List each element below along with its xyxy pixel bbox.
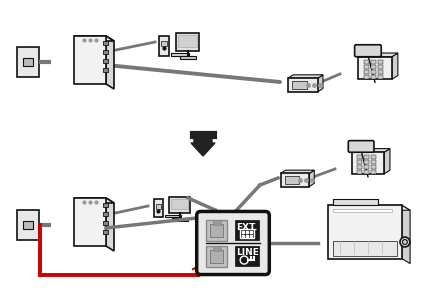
Bar [23,58,33,66]
Bar [371,75,377,79]
Bar [371,70,377,74]
Polygon shape [318,75,323,92]
Polygon shape [384,148,390,174]
Bar [103,59,108,63]
Bar [206,220,227,241]
Bar [358,57,392,79]
Bar [379,75,383,79]
Bar [371,160,377,164]
Bar [74,198,106,246]
Bar [103,203,108,207]
FancyBboxPatch shape [354,45,381,57]
Bar [74,36,106,84]
Polygon shape [392,53,398,79]
Polygon shape [352,148,390,152]
Bar [172,218,188,221]
Polygon shape [280,170,314,173]
Bar [210,224,223,237]
Polygon shape [309,170,314,187]
Bar [371,155,377,159]
Bar [103,68,108,72]
Bar [17,210,39,240]
Polygon shape [74,36,114,41]
Bar [210,250,223,263]
Bar [371,60,377,64]
Polygon shape [74,198,114,203]
Bar [285,176,299,184]
Bar [352,152,384,174]
Text: LINE: LINE [236,248,258,257]
Bar [365,65,369,69]
Bar [379,70,383,74]
Bar [371,65,377,69]
Bar [357,155,363,159]
Bar [103,212,108,216]
Bar [357,160,363,164]
Bar [328,205,402,259]
Bar [333,209,392,212]
Bar [240,229,254,238]
Bar [333,241,397,256]
Polygon shape [106,36,114,89]
Bar [288,78,318,92]
Circle shape [402,239,407,244]
Bar [365,75,369,79]
Polygon shape [328,205,410,210]
Bar [379,60,383,64]
Bar [365,165,369,169]
Bar [103,50,108,54]
Bar [333,199,378,205]
Bar [156,204,161,209]
Bar [180,56,196,59]
Bar [103,41,108,45]
Bar [365,170,369,174]
Bar [365,70,369,74]
Bar [292,81,307,89]
Bar [103,230,108,234]
Polygon shape [402,205,410,264]
Bar [171,53,190,56]
Bar [357,165,363,169]
Bar [154,199,163,217]
Polygon shape [288,75,323,78]
FancyBboxPatch shape [348,141,374,152]
Bar [357,170,363,174]
Bar [169,196,190,214]
Text: EXT.: EXT. [236,223,258,232]
Bar [23,221,33,229]
Bar [171,199,188,209]
Bar [212,220,221,226]
Bar [235,246,259,266]
Bar [161,40,167,46]
Polygon shape [358,53,398,57]
Bar [165,215,181,217]
Bar [235,220,259,240]
Bar [365,155,369,159]
Polygon shape [106,198,114,251]
Bar [159,35,169,56]
Bar [176,33,199,51]
Bar [280,173,309,187]
FancyBboxPatch shape [197,212,269,274]
Bar [17,47,39,77]
Bar [371,165,377,169]
Bar [379,65,383,69]
Circle shape [400,237,410,247]
Bar [365,60,369,64]
Bar [365,160,369,164]
Bar [212,246,221,251]
Bar [178,34,198,47]
Bar [371,170,377,174]
Bar [103,221,108,225]
Bar [206,246,227,267]
FancyArrow shape [191,138,215,156]
